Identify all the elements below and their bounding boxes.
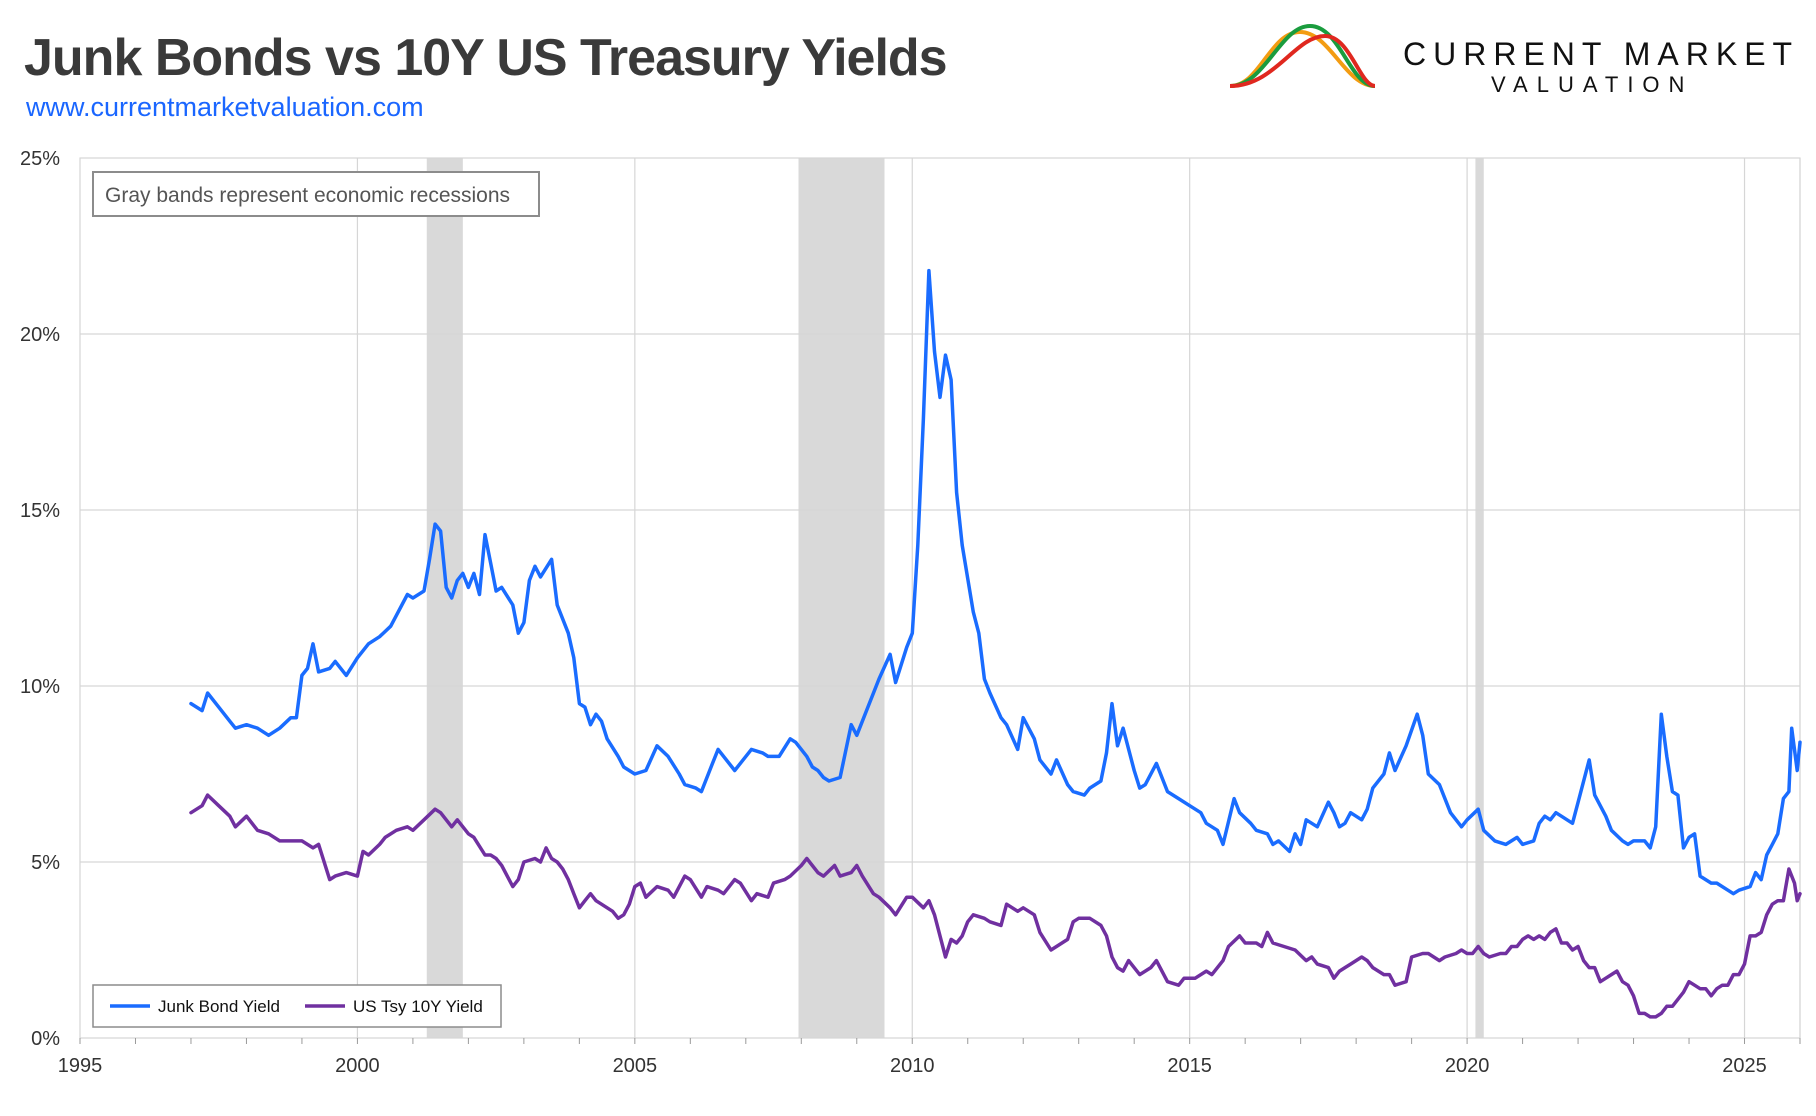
y-tick-label-0: 0%: [31, 1028, 60, 1050]
site-url[interactable]: www.currentmarketvaluation.com: [26, 92, 424, 122]
recession-band-2: [1475, 158, 1484, 1038]
logo-curve-green: [1229, 23, 1376, 88]
legend-label-1: US Tsy 10Y Yield: [353, 997, 483, 1016]
legend-box: [92, 984, 502, 1028]
brand-logo: CURRENT MARKET VALUATION: [1225, 22, 1805, 112]
x-tick-label-0: 1995: [58, 1055, 103, 1077]
y-tick-label-2: 10%: [20, 676, 60, 698]
x-tick-label-2: 2005: [613, 1055, 658, 1077]
legend-label-0: Junk Bond Yield: [158, 997, 280, 1016]
recession-band-0: [426, 158, 463, 1038]
logo-text-line1: CURRENT MARKET: [1403, 36, 1800, 72]
logo-curve-orange: [1229, 29, 1376, 88]
x-tick-label-5: 2020: [1445, 1055, 1490, 1077]
series-line-0: [189, 268, 1802, 896]
logo-text-line2: VALUATION: [1491, 72, 1694, 97]
x-tick-label-6: 2025: [1722, 1055, 1767, 1077]
plot-area: [79, 157, 1801, 1039]
x-tick-label-1: 2000: [335, 1055, 380, 1077]
annotation-text: Gray bands represent economic recessions: [105, 184, 510, 207]
y-tick-label-3: 15%: [20, 500, 60, 522]
annotation-box: [92, 171, 540, 217]
x-tick-label-4: 2015: [1167, 1055, 1212, 1077]
logo-curve-red: [1229, 33, 1376, 88]
series-line-1: [189, 793, 1802, 1019]
chart-title: Junk Bonds vs 10Y US Treasury Yields: [24, 29, 948, 87]
y-tick-label-5: 25%: [20, 148, 60, 170]
y-tick-label-4: 20%: [20, 324, 60, 346]
y-tick-label-1: 5%: [31, 852, 60, 874]
x-tick-label-3: 2010: [890, 1055, 935, 1077]
bell-curves-icon: [1229, 23, 1376, 88]
recession-band-1: [798, 158, 885, 1038]
